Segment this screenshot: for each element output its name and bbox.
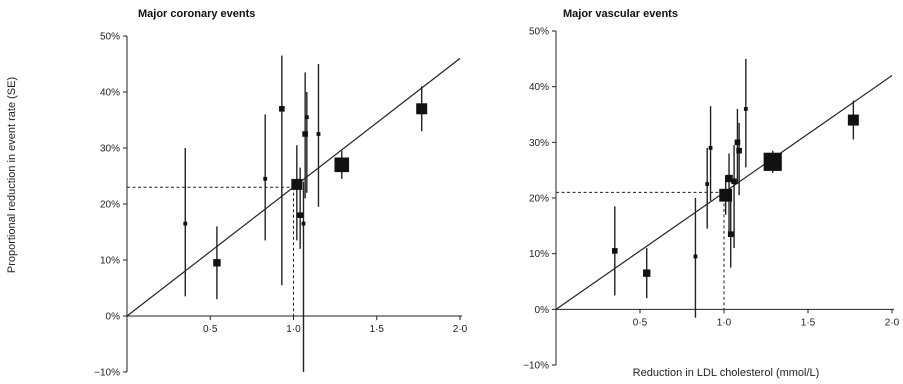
y-tick-label: 10% bbox=[529, 249, 549, 260]
data-point-marker bbox=[612, 248, 618, 254]
data-point-marker bbox=[334, 157, 350, 173]
data-point-marker bbox=[643, 269, 651, 277]
data-point-marker bbox=[719, 188, 733, 202]
x-tick-label: 2·0 bbox=[453, 324, 468, 335]
x-axis-label: Reduction in LDL cholesterol (mmol/L) bbox=[633, 367, 820, 379]
data-point-marker bbox=[279, 106, 285, 112]
y-tick-label: 30% bbox=[100, 144, 120, 155]
data-point-marker bbox=[316, 132, 321, 136]
data-point-marker bbox=[705, 182, 710, 186]
y-tick-label: 40% bbox=[100, 88, 120, 99]
data-point-marker bbox=[301, 221, 306, 226]
panel-title: Major vascular events bbox=[563, 8, 678, 20]
major-coronary-events-panel: Major coronary events 50% 40% 30% 20% 10% 0% −… bbox=[94, 8, 468, 379]
data-point-marker bbox=[183, 221, 188, 226]
data-point-marker bbox=[734, 139, 741, 146]
data-point-marker bbox=[416, 103, 428, 115]
data-point-marker bbox=[743, 107, 748, 111]
x-tick-label: 1·5 bbox=[801, 317, 816, 328]
data-point-marker bbox=[693, 254, 698, 259]
x-tick-label: 1·0 bbox=[286, 324, 301, 335]
y-tick-label: 20% bbox=[529, 194, 549, 205]
y-tick-label: 10% bbox=[100, 256, 120, 267]
x-tick-label: 0·5 bbox=[633, 317, 648, 328]
data-point-marker bbox=[736, 147, 742, 154]
data-point-marker bbox=[291, 178, 303, 190]
data-point-marker bbox=[727, 231, 734, 237]
data-point-marker bbox=[297, 212, 303, 218]
data-point-marker bbox=[213, 259, 221, 267]
data-point-marker bbox=[731, 178, 737, 185]
x-tick-label: 1·0 bbox=[717, 317, 732, 328]
y-tick-label: 50% bbox=[529, 27, 549, 38]
data-point-marker bbox=[708, 146, 713, 150]
y-tick-label: 30% bbox=[529, 138, 549, 149]
x-tick-label: 2·0 bbox=[885, 317, 900, 328]
data-point-marker bbox=[725, 174, 733, 183]
panel-title: Major coronary events bbox=[138, 8, 255, 20]
y-tick-label: −10% bbox=[94, 368, 120, 379]
y-tick-label: −10% bbox=[523, 361, 549, 372]
data-point-marker bbox=[763, 152, 782, 171]
y-tick-label: 50% bbox=[100, 32, 120, 43]
data-point-marker bbox=[302, 131, 308, 137]
x-tick-label: 0·5 bbox=[203, 324, 218, 335]
y-tick-label: 40% bbox=[529, 82, 549, 93]
major-vascular-events-panel: Major vascular events Reduction in LDL c… bbox=[523, 8, 900, 379]
x-tick-label: 1·5 bbox=[370, 324, 385, 335]
y-tick-label: 0% bbox=[106, 312, 121, 323]
data-point-marker bbox=[847, 114, 859, 126]
data-point-marker bbox=[304, 115, 309, 120]
y-tick-label: 0% bbox=[535, 305, 550, 316]
y-tick-label: 20% bbox=[100, 200, 120, 211]
figure-y-axis-label: Proportional reduction in event rate (SE… bbox=[6, 77, 18, 273]
data-point-marker bbox=[263, 176, 268, 181]
